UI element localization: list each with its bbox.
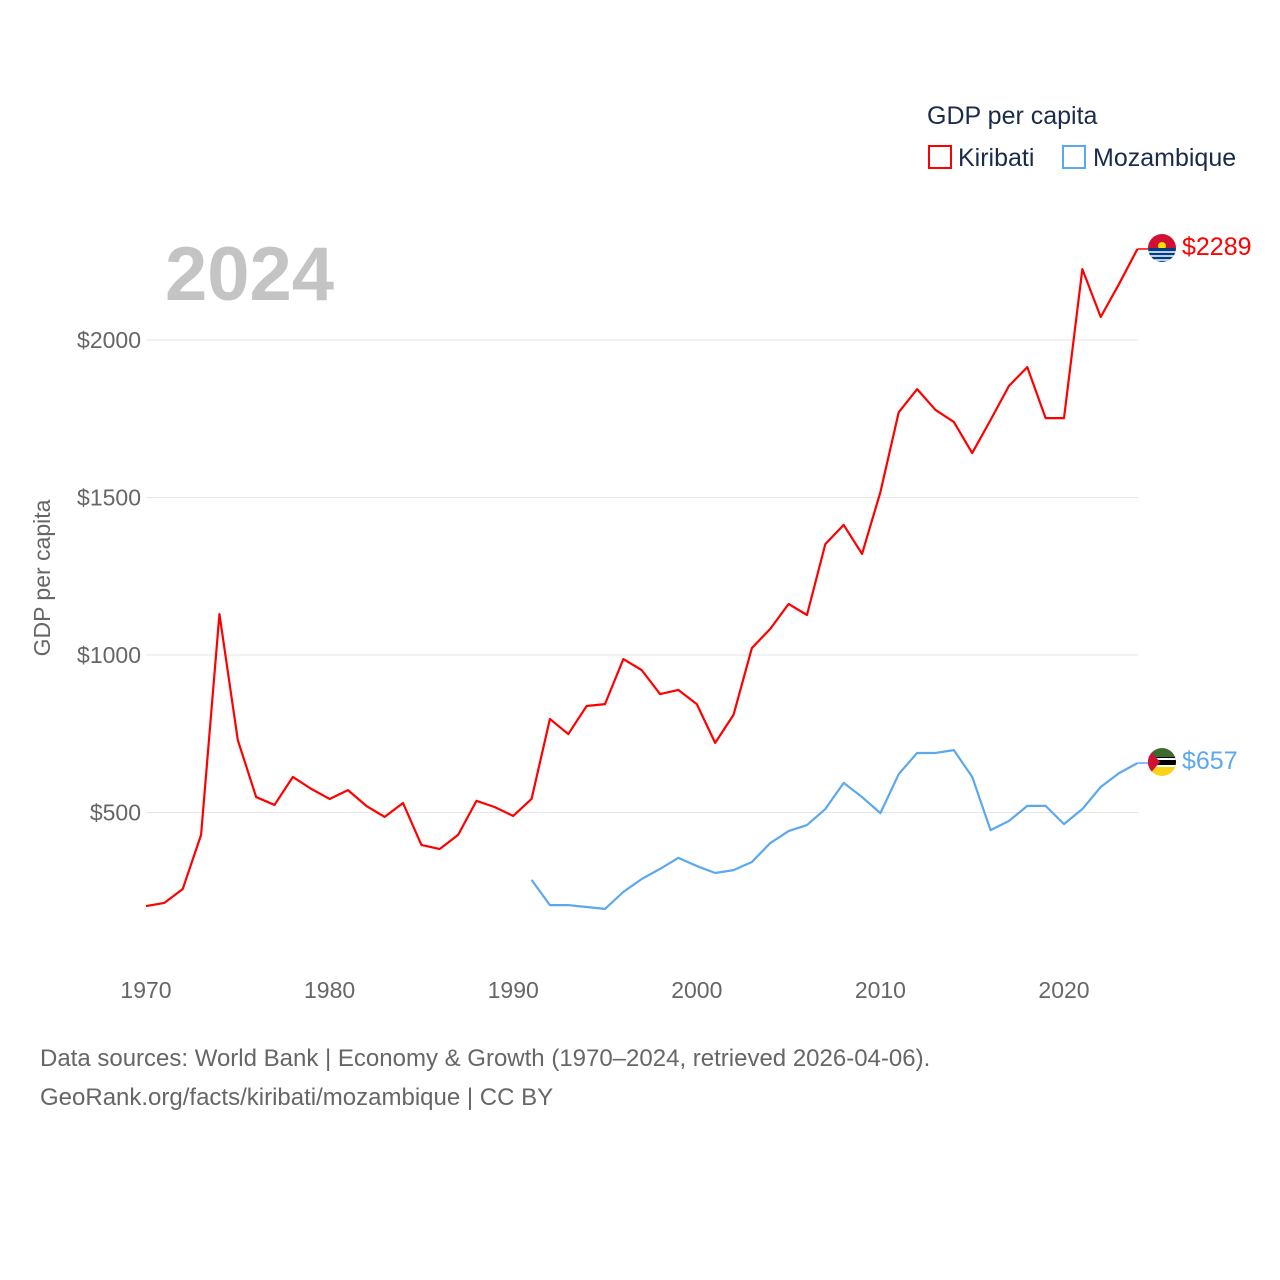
x-tick-label: 1990	[488, 977, 539, 1003]
y-axis-label: GDP per capita	[29, 499, 55, 656]
y-tick-label: $1000	[77, 642, 141, 668]
legend-title: GDP per capita	[927, 102, 1098, 130]
year-watermark: 2024	[165, 232, 334, 317]
x-tick-label: 2020	[1038, 977, 1089, 1003]
footer-sources: Data sources: World Bank | Economy & Gro…	[40, 1045, 931, 1072]
footer-link[interactable]: GeoRank.org/facts/kiribati/mozambique | …	[40, 1084, 554, 1111]
x-tick-label: 2000	[671, 977, 722, 1003]
y-tick-label: $1500	[77, 485, 141, 511]
legend-label-kiribati: Kiribati	[958, 144, 1034, 172]
legend-label-mozambique: Mozambique	[1093, 144, 1236, 172]
y-tick-label: $500	[90, 800, 141, 826]
legend-item-kiribati[interactable]: Kiribati	[928, 144, 1034, 172]
x-tick-label: 2010	[855, 977, 906, 1003]
kiribati-end-label: $2289	[1182, 233, 1252, 261]
x-tick-label: 1980	[304, 977, 355, 1003]
legend-swatch-mozambique	[1062, 145, 1086, 169]
mozambique-end-label: $657	[1182, 747, 1238, 775]
x-tick-label: 1970	[120, 977, 171, 1003]
legend-item-mozambique[interactable]: Mozambique	[1062, 144, 1236, 172]
legend-swatch-kiribati	[928, 145, 952, 169]
y-tick-label: $2000	[77, 327, 141, 353]
series-line-mozambique	[530, 749, 1138, 910]
series-line-kiribati	[145, 248, 1139, 908]
kiribati-flag-icon	[1148, 234, 1176, 262]
mozambique-flag-icon	[1148, 748, 1176, 776]
